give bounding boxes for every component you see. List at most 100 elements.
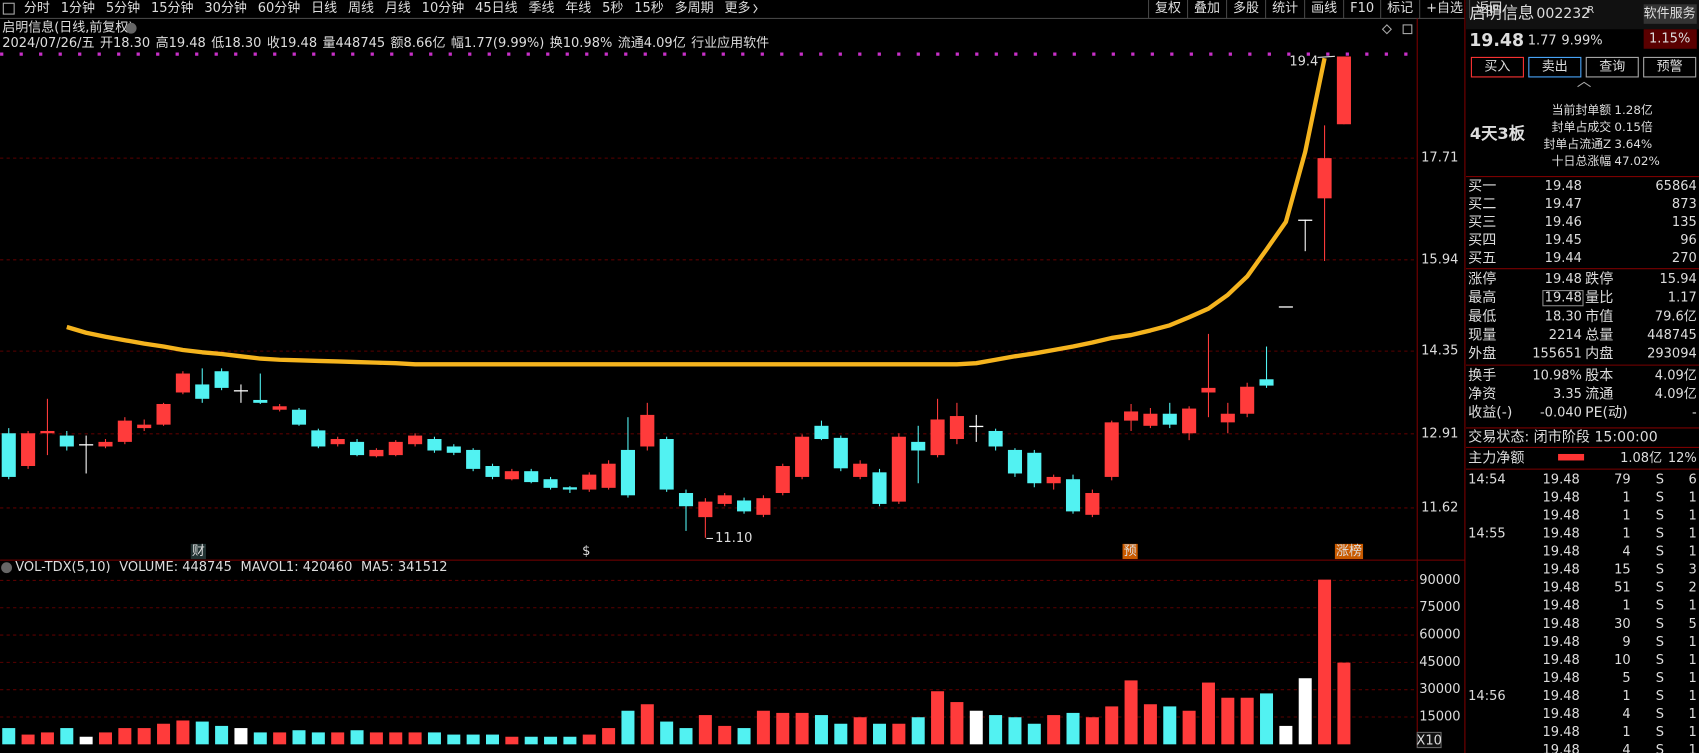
period-tab[interactable]: 10分钟 [422,0,465,16]
candle-body [872,472,887,504]
period-tab[interactable]: 15秒 [634,1,664,16]
volume-bar [853,717,867,745]
stat-value: 448745 [1647,328,1697,343]
stat-label: 净资 [1468,387,1496,403]
volume-bar [466,734,480,745]
tick-side: S [1656,689,1664,704]
stat-value: 1.17 [1668,291,1697,306]
period-tab[interactable]: 日线 [311,1,337,16]
period-tab[interactable]: 5分钟 [106,0,140,16]
period-tab[interactable]: 45日线 [475,1,518,16]
trade-button[interactable] [1585,56,1639,78]
multiplier: X10 [1416,734,1441,749]
candle-body [1162,413,1177,425]
volume-bar [873,723,887,745]
stat-label: 换手 [1468,367,1496,384]
trade-button[interactable] [1470,56,1524,78]
stat-label: 现量 [1468,327,1496,343]
bid-price: 19.44 [1545,251,1582,266]
tick-side: S [1656,472,1664,487]
period-tab[interactable]: 多周期 [675,0,714,16]
candle-body [1317,158,1332,199]
y-tick-label: 15000 [1419,710,1460,725]
period-tab[interactable]: 更多 [724,0,750,16]
tick-volume: 1 [1622,491,1630,506]
collapse-icon[interactable] [1577,81,1591,88]
period-tab[interactable]: 月线 [385,1,411,16]
menu-icon[interactable] [2,2,15,15]
stat-label: 外盘 [1468,345,1496,362]
candle-body [795,436,810,477]
candle-body [330,439,345,445]
ma-line [66,57,1327,367]
tool-button[interactable]: F10 [1350,1,1374,16]
tick-time: 14:54 [1468,472,1505,487]
candle-body [427,439,442,451]
event-box [1122,543,1138,560]
period-tab[interactable]: 60分钟 [258,0,301,16]
period-tab[interactable]: 年线 [565,1,591,16]
tick-count: 5 [1688,617,1696,632]
volume-bar [1279,725,1293,745]
tool-button[interactable]: 画线 [1311,1,1337,16]
tool-button[interactable]: 复权 [1155,0,1181,16]
period-tab[interactable]: 周线 [348,1,374,16]
tool-button[interactable]: 多股 [1233,0,1259,16]
event-box [1334,543,1364,560]
event-marker[interactable]: 财 [192,544,205,559]
stat-value: 18.30 [1545,309,1582,324]
candle-body [1201,387,1216,393]
stat-value: 2214 [1549,328,1582,343]
bid-label: 买二 [1468,196,1496,212]
vol-stat: VOLUME: 448745 [119,560,232,575]
stat-label: 流通 [1585,387,1613,403]
tool-button[interactable]: 叠加 [1194,1,1220,16]
tick-price: 19.48 [1543,743,1580,753]
y-tick-label: 75000 [1419,600,1460,615]
vol-toggle[interactable] [1,562,12,574]
tick-volume: 79 [1614,472,1631,487]
period-tab[interactable]: 1分钟 [61,0,95,16]
trade-button-label[interactable]: 预警 [1657,59,1683,75]
period-tab[interactable]: 15分钟 [151,0,194,16]
trade-button-label[interactable]: 买入 [1484,60,1510,75]
period-tab[interactable]: 季线 [528,1,554,16]
volume-bar [137,728,151,745]
trade-button-label[interactable]: 卖出 [1542,60,1568,75]
trade-button[interactable] [1643,56,1697,78]
tool-button[interactable]: 返回 [1476,1,1502,16]
sector[interactable]: 软件服务 [1644,6,1696,22]
tool-button[interactable]: +自选 [1426,1,1463,16]
period-tab[interactable]: 分时 [24,1,50,16]
tick-price: 19.48 [1543,581,1580,596]
limit-value: 1.28亿 [1614,103,1653,117]
volume-bar [1298,678,1312,745]
multiplier-box [1416,731,1442,749]
tick-price: 19.48 [1543,491,1580,506]
tick-price: 19.48 [1543,653,1580,668]
info-item: 流通4.09亿 [618,36,686,51]
tick-volume: 1 [1622,599,1630,614]
sector-box[interactable] [1643,4,1697,24]
candle-body [21,433,36,467]
limit-value: 0.15倍 [1614,120,1653,134]
tool-button[interactable]: 统计 [1272,1,1298,16]
volume-bar [79,736,93,745]
tool-button[interactable]: 标记 [1387,1,1413,16]
info-item: 幅1.77(9.99%) [451,36,544,51]
trade-button[interactable] [1528,56,1582,78]
period-tab[interactable]: 30分钟 [204,0,247,16]
bid-volume: 135 [1672,215,1697,230]
period-tab[interactable]: 5秒 [602,1,623,16]
volume-bar [640,704,654,745]
candle-body [949,416,964,440]
tick-volume: 4 [1622,707,1630,722]
candle-body [40,430,55,434]
trade-button-label[interactable]: 查询 [1599,60,1625,75]
event-marker[interactable]: 预 [1124,544,1137,559]
title-toggle[interactable] [125,22,137,34]
event-marker[interactable]: $ [582,544,590,559]
event-marker[interactable]: 涨榜 [1336,543,1362,559]
